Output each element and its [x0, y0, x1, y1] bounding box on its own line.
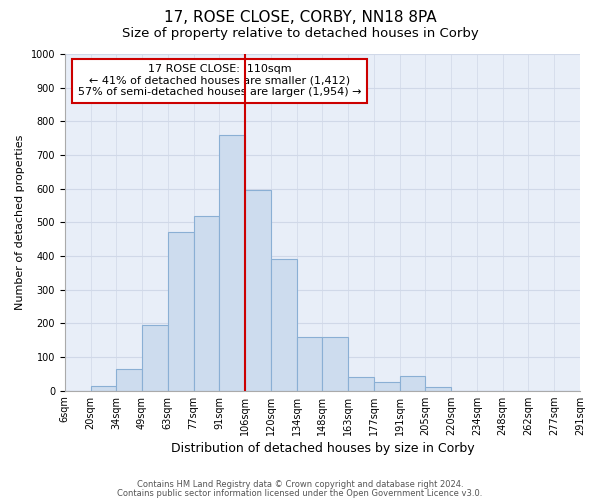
Bar	[400, 376, 425, 390]
Bar	[91, 386, 116, 390]
Bar	[194, 216, 220, 390]
Bar	[322, 337, 348, 390]
Bar	[220, 135, 245, 390]
Text: 17, ROSE CLOSE, CORBY, NN18 8PA: 17, ROSE CLOSE, CORBY, NN18 8PA	[164, 10, 436, 25]
Bar	[374, 382, 400, 390]
Text: Contains public sector information licensed under the Open Government Licence v3: Contains public sector information licen…	[118, 488, 482, 498]
Text: 17 ROSE CLOSE:  110sqm
← 41% of detached houses are smaller (1,412)
57% of semi-: 17 ROSE CLOSE: 110sqm ← 41% of detached …	[77, 64, 361, 98]
Text: Size of property relative to detached houses in Corby: Size of property relative to detached ho…	[122, 28, 478, 40]
Bar	[348, 377, 374, 390]
Text: Contains HM Land Registry data © Crown copyright and database right 2024.: Contains HM Land Registry data © Crown c…	[137, 480, 463, 489]
Y-axis label: Number of detached properties: Number of detached properties	[15, 134, 25, 310]
Bar	[425, 388, 451, 390]
Bar	[296, 337, 322, 390]
Bar	[116, 369, 142, 390]
Bar	[271, 260, 296, 390]
Bar	[142, 325, 168, 390]
Bar	[168, 232, 194, 390]
X-axis label: Distribution of detached houses by size in Corby: Distribution of detached houses by size …	[170, 442, 474, 455]
Bar	[245, 190, 271, 390]
